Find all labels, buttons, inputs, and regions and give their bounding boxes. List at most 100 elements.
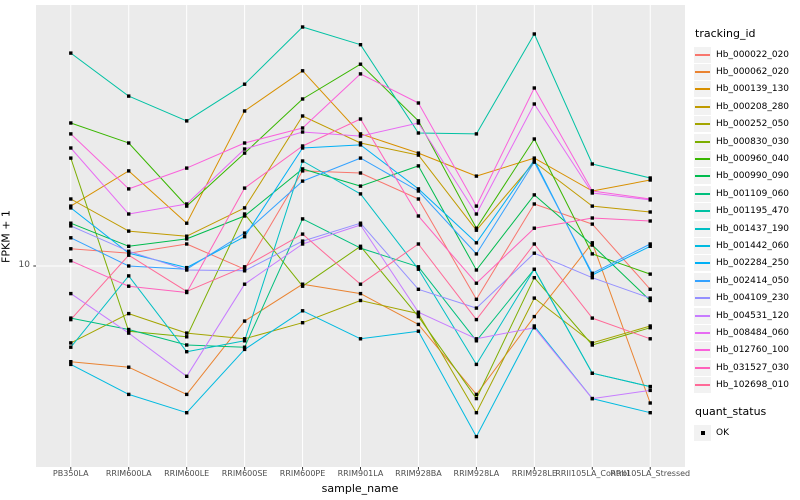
legend-key-box — [694, 255, 711, 272]
data-point — [532, 156, 536, 160]
data-point — [590, 271, 594, 275]
data-point — [358, 43, 363, 47]
legend-item: Hb_002284_250 — [694, 255, 800, 272]
data-point — [648, 178, 652, 182]
data-point — [242, 212, 247, 216]
legend-item-label: Hb_001442_060 — [716, 240, 790, 251]
data-point — [185, 237, 189, 241]
data-point — [69, 204, 73, 208]
data-point — [358, 156, 363, 160]
data-point — [300, 126, 305, 130]
data-point — [474, 362, 479, 367]
data-point — [416, 164, 421, 168]
data-point — [590, 216, 594, 220]
legend-item: Hb_001437_190 — [694, 220, 800, 237]
legend-item: Hb_000830_030 — [694, 133, 800, 150]
data-point — [69, 51, 73, 55]
data-point — [474, 392, 479, 397]
legend-item-label: Hb_000960_040 — [716, 154, 790, 165]
data-point — [242, 265, 247, 269]
data-point — [358, 141, 363, 145]
data-point — [300, 146, 305, 150]
data-point — [69, 156, 73, 160]
y-tick-label-10: 10 — [18, 260, 30, 270]
legend-item: Hb_102698_010 — [694, 376, 800, 394]
legend-title-quant-status: quant_status — [695, 404, 767, 418]
data-point — [416, 101, 421, 105]
data-point — [127, 331, 131, 335]
data-point — [300, 25, 305, 29]
data-point — [242, 269, 247, 273]
data-point — [242, 82, 247, 86]
data-point — [532, 102, 536, 106]
data-point — [127, 327, 131, 332]
data-point — [242, 319, 247, 323]
data-point — [474, 306, 479, 310]
legend-line-swatch — [695, 366, 710, 369]
x-tick-label: RRIM600SE — [221, 469, 268, 478]
legend-item: Hb_001109_060 — [694, 185, 800, 202]
data-point — [69, 291, 73, 296]
data-point — [185, 411, 189, 415]
data-point — [416, 121, 421, 125]
legend-line-swatch — [695, 123, 710, 126]
data-point — [300, 179, 305, 183]
data-point — [648, 388, 652, 393]
legend-item: Hb_001195_470 — [694, 203, 800, 220]
data-point — [474, 204, 479, 208]
data-point — [185, 202, 189, 206]
legend-key-box — [694, 290, 711, 307]
legend-line-swatch — [695, 140, 710, 143]
data-point — [185, 204, 189, 208]
legend-key-box — [694, 46, 711, 63]
data-point — [532, 251, 536, 255]
data-point — [474, 339, 479, 343]
legend-line-swatch — [695, 210, 710, 213]
data-point — [474, 434, 479, 439]
legend-key-box — [694, 424, 711, 441]
legend-item-label: Hb_000208_280 — [716, 101, 790, 112]
data-point — [648, 242, 652, 246]
data-point — [648, 401, 652, 405]
data-point — [474, 212, 479, 216]
data-point — [185, 166, 189, 170]
data-point — [532, 314, 536, 319]
legend-key-box — [694, 133, 711, 150]
legend-key-box — [694, 98, 711, 115]
data-point — [69, 236, 73, 240]
data-point — [648, 272, 652, 276]
data-point — [416, 242, 421, 246]
data-point — [416, 131, 421, 135]
legend-item-label: Hb_000139_130 — [716, 84, 790, 95]
data-point — [127, 94, 131, 98]
legend-key-box — [694, 324, 711, 341]
legend-key-box — [694, 185, 711, 202]
data-point — [358, 132, 363, 136]
legend-item-ok: OK — [694, 424, 800, 441]
legend-item: Hb_002414_050 — [694, 272, 800, 289]
data-point — [242, 206, 247, 210]
data-point — [69, 224, 73, 228]
data-point — [416, 322, 421, 327]
data-point — [532, 202, 536, 206]
data-point — [416, 187, 421, 191]
data-point — [69, 259, 73, 263]
data-point — [300, 114, 305, 118]
data-point — [532, 326, 536, 330]
legend-line-swatch — [695, 227, 710, 230]
data-point — [185, 335, 189, 339]
data-point — [590, 276, 594, 280]
data-point — [300, 242, 305, 246]
data-point — [69, 360, 73, 364]
legend-item: Hb_004531_120 — [694, 307, 800, 324]
data-point — [300, 167, 305, 171]
data-point — [69, 132, 73, 136]
data-point — [590, 243, 594, 247]
data-point — [474, 281, 479, 285]
data-point — [532, 32, 536, 36]
y-axis-title: FPKM + 1 — [0, 210, 13, 263]
x-tick-label: RRII105LA_Control — [555, 469, 630, 478]
data-point — [300, 130, 305, 134]
